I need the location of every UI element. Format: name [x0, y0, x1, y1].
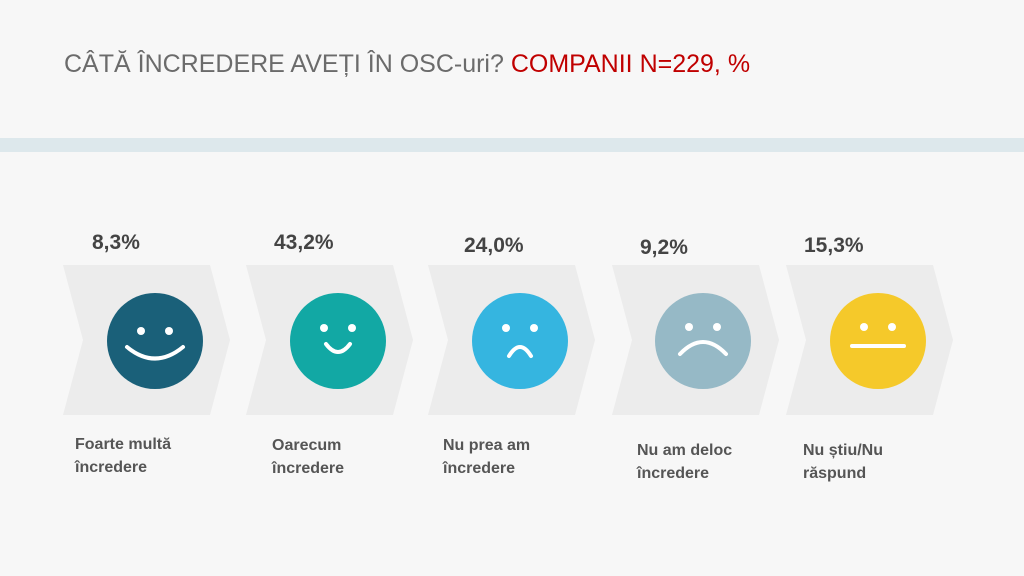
label: Nu prea am [443, 437, 530, 454]
band [0, 138, 1024, 152]
title-question: CÂTĂ ÎNCREDERE AVEȚI ÎN OSC-uri? [64, 49, 504, 78]
percent: 9,2% [640, 236, 688, 259]
percent: 8,3% [92, 231, 140, 254]
label: Oarecum [272, 437, 341, 454]
label: încredere [271, 460, 344, 477]
face [655, 293, 751, 389]
title: CÂTĂ ÎNCREDERE AVEȚI ÎN OSC-uri? COMPANI… [64, 49, 750, 78]
label: încredere [74, 459, 147, 476]
label: răspund [803, 465, 866, 482]
label: încredere [636, 465, 709, 482]
label: Nu știu/Nu [803, 442, 883, 459]
label: încredere [442, 460, 515, 477]
face [830, 293, 926, 389]
percent: 24,0% [464, 234, 524, 257]
face [472, 293, 568, 389]
percent: 43,2% [274, 231, 334, 254]
label: Nu am deloc [637, 442, 732, 459]
title-subtitle: COMPANII N=229, % [511, 50, 750, 78]
face [290, 293, 386, 389]
label: Foarte multă [75, 436, 171, 453]
percent: 15,3% [804, 234, 864, 257]
face [107, 293, 203, 389]
